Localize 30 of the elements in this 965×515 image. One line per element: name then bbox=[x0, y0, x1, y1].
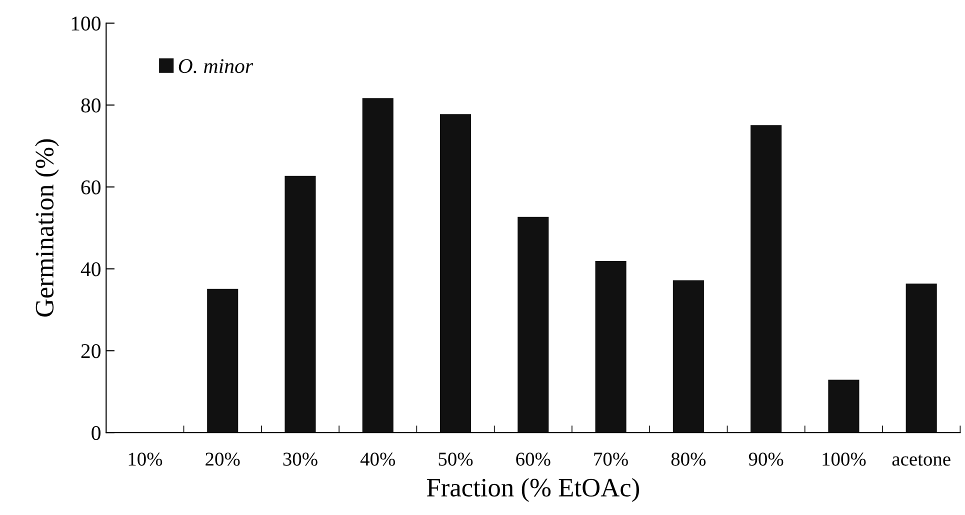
bar bbox=[518, 216, 549, 433]
y-tick-label: 80 bbox=[81, 98, 100, 112]
y-tick-label: 60 bbox=[81, 180, 100, 194]
bar bbox=[595, 261, 626, 433]
x-tick-label: 90% bbox=[748, 452, 784, 466]
bar bbox=[672, 280, 704, 433]
x-tick-label: 60% bbox=[516, 452, 550, 466]
x-tick-label: 20% bbox=[206, 452, 240, 466]
x-tick-label: acetone bbox=[892, 454, 950, 466]
y-tick-label: 100 bbox=[72, 16, 100, 31]
y-tick-label: 20 bbox=[81, 344, 100, 358]
x-tick-label: 10% bbox=[128, 452, 162, 466]
bar bbox=[284, 176, 316, 433]
bar bbox=[207, 288, 238, 433]
y-tick-label: 0 bbox=[92, 426, 100, 440]
y-tick-label: 40 bbox=[80, 262, 100, 276]
y-axis-title: Germination (%) bbox=[34, 139, 59, 317]
legend-label: O. minor bbox=[178, 59, 254, 74]
x-tick-label: 70% bbox=[594, 452, 628, 466]
x-tick-label: 40% bbox=[360, 452, 396, 466]
bar bbox=[906, 284, 937, 433]
x-tick-label: 30% bbox=[283, 452, 318, 466]
bar bbox=[828, 380, 860, 433]
bar bbox=[440, 114, 472, 433]
x-tick-label: 80% bbox=[671, 452, 706, 466]
x-axis-title: Fraction (% EtOAc) bbox=[426, 478, 639, 502]
x-tick-label: 100% bbox=[822, 452, 866, 466]
bar bbox=[750, 125, 782, 433]
bar bbox=[362, 98, 394, 433]
x-tick-label: 50% bbox=[438, 452, 473, 466]
